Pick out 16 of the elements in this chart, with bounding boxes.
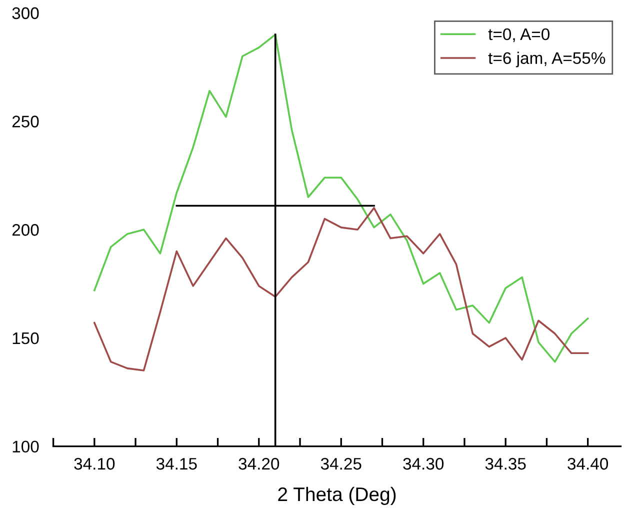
- x-tick-label: 34.10: [74, 458, 115, 470]
- y-tick-label: 200: [12, 224, 39, 236]
- y-tick-label: 150: [12, 332, 39, 344]
- x-axis-title: 2 Theta (Deg): [278, 486, 396, 505]
- y-tick-label: 250: [12, 116, 39, 128]
- x-tick-label: 34.15: [156, 458, 197, 470]
- x-tick-label: 34.20: [238, 458, 280, 470]
- x-tick-label: 34.40: [568, 458, 608, 470]
- legend-label: t=6 jam, A=55%: [488, 52, 606, 68]
- x-tick-label: 34.25: [320, 458, 362, 470]
- line-series: [94, 207, 589, 372]
- y-tick-label: 300: [12, 7, 39, 20]
- y-tick-label: 100: [12, 440, 39, 453]
- legend-label: t=0, A=0: [488, 28, 550, 42]
- x-tick-label: 34.30: [403, 458, 444, 470]
- x-tick-label: 34.35: [485, 458, 526, 470]
